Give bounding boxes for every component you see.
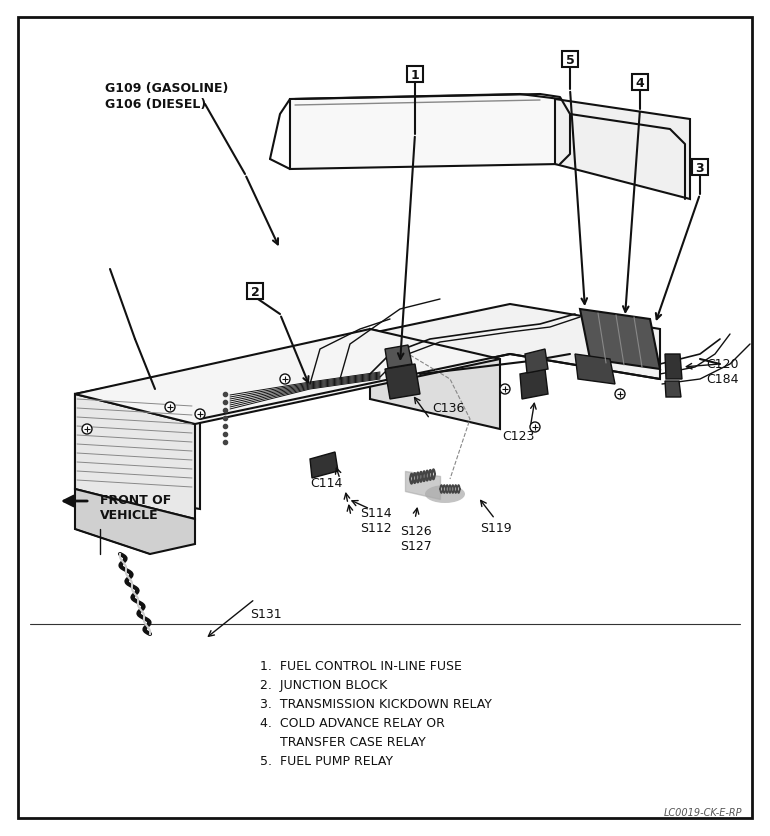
Text: S127: S127 — [400, 539, 432, 553]
Circle shape — [500, 385, 510, 395]
Polygon shape — [525, 349, 548, 374]
Polygon shape — [290, 95, 560, 170]
Text: 4.  COLD ADVANCE RELAY OR: 4. COLD ADVANCE RELAY OR — [260, 716, 445, 729]
Polygon shape — [200, 304, 660, 420]
Text: S119: S119 — [480, 522, 511, 534]
Circle shape — [280, 375, 290, 385]
Text: G106 (DIESEL): G106 (DIESEL) — [105, 98, 206, 111]
Text: S114: S114 — [360, 507, 392, 519]
Polygon shape — [370, 329, 500, 430]
Bar — [247, 283, 263, 299]
Circle shape — [165, 402, 175, 412]
Text: S126: S126 — [400, 524, 432, 538]
Text: 2: 2 — [250, 285, 259, 298]
Polygon shape — [75, 395, 195, 519]
Circle shape — [82, 425, 92, 435]
Polygon shape — [580, 309, 660, 370]
Polygon shape — [75, 489, 195, 554]
Text: 3.  TRANSMISSION KICKDOWN RELAY: 3. TRANSMISSION KICKDOWN RELAY — [260, 697, 492, 710]
Circle shape — [615, 390, 625, 400]
Text: FRONT OF: FRONT OF — [100, 493, 171, 507]
Bar — [632, 75, 648, 91]
Text: C136: C136 — [432, 401, 464, 415]
Text: TRANSFER CASE RELAY: TRANSFER CASE RELAY — [260, 735, 426, 748]
Bar — [692, 160, 708, 176]
Text: 3: 3 — [695, 161, 705, 174]
Text: C114: C114 — [310, 477, 343, 489]
Polygon shape — [75, 370, 200, 509]
Polygon shape — [520, 370, 548, 400]
Text: 5: 5 — [566, 54, 574, 66]
Text: C184: C184 — [706, 373, 738, 385]
Text: 1: 1 — [410, 69, 420, 81]
Polygon shape — [665, 381, 681, 398]
Polygon shape — [575, 354, 615, 385]
Text: C120: C120 — [706, 358, 738, 370]
Text: 2.  JUNCTION BLOCK: 2. JUNCTION BLOCK — [260, 678, 387, 691]
Text: 5.  FUEL PUMP RELAY: 5. FUEL PUMP RELAY — [260, 754, 393, 767]
Circle shape — [530, 422, 540, 432]
Ellipse shape — [425, 486, 465, 503]
Polygon shape — [555, 99, 690, 200]
Text: S112: S112 — [360, 522, 392, 534]
Text: VEHICLE: VEHICLE — [100, 508, 159, 522]
Text: 4: 4 — [635, 76, 644, 89]
Text: C123: C123 — [502, 430, 534, 442]
Text: LC0019-CK-E-RP: LC0019-CK-E-RP — [664, 807, 742, 817]
Bar — [562, 52, 578, 68]
Circle shape — [195, 410, 205, 420]
Polygon shape — [310, 452, 338, 478]
Polygon shape — [75, 329, 500, 425]
Bar — [407, 67, 423, 83]
Text: G109 (GASOLINE): G109 (GASOLINE) — [105, 82, 229, 95]
Polygon shape — [385, 364, 420, 400]
Text: S131: S131 — [250, 607, 282, 620]
Polygon shape — [665, 354, 682, 380]
Text: 1.  FUEL CONTROL IN-LINE FUSE: 1. FUEL CONTROL IN-LINE FUSE — [260, 660, 462, 672]
Polygon shape — [385, 345, 412, 369]
